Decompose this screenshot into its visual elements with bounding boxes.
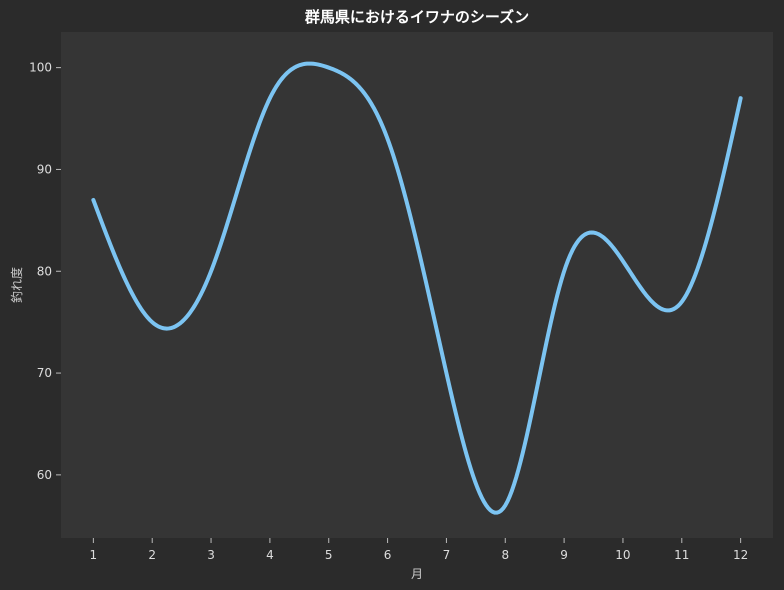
y-tick-label: 70 bbox=[37, 366, 52, 380]
x-axis: 1 2 3 4 5 6 7 8 9 10 11 12 bbox=[90, 538, 748, 562]
x-tick-label: 7 bbox=[443, 548, 451, 562]
y-tick-label: 80 bbox=[37, 264, 52, 278]
y-axis-label: 釣れ度 bbox=[9, 267, 24, 303]
series-layer bbox=[91, 61, 743, 515]
plot-area bbox=[61, 32, 773, 538]
y-tick-label: 60 bbox=[37, 468, 52, 482]
x-tick-label: 3 bbox=[207, 548, 215, 562]
y-tick-label: 90 bbox=[37, 162, 52, 176]
y-tick-label: 100 bbox=[29, 61, 52, 75]
x-axis-label: 月 bbox=[411, 567, 423, 581]
chart-title: 群馬県におけるイワナのシーズン bbox=[305, 8, 529, 26]
x-tick-label: 4 bbox=[266, 548, 274, 562]
x-tick-label: 1 bbox=[90, 548, 98, 562]
x-tick-label: 9 bbox=[560, 548, 568, 562]
y-axis: 60 70 80 90 100 bbox=[29, 61, 61, 482]
x-tick-label: 6 bbox=[384, 548, 392, 562]
x-tick-label: 12 bbox=[733, 548, 748, 562]
series-line-0 bbox=[91, 61, 743, 515]
x-tick-label: 2 bbox=[148, 548, 156, 562]
x-tick-label: 10 bbox=[615, 548, 630, 562]
x-tick-label: 5 bbox=[325, 548, 333, 562]
x-tick-label: 11 bbox=[674, 548, 689, 562]
x-tick-label: 8 bbox=[501, 548, 509, 562]
